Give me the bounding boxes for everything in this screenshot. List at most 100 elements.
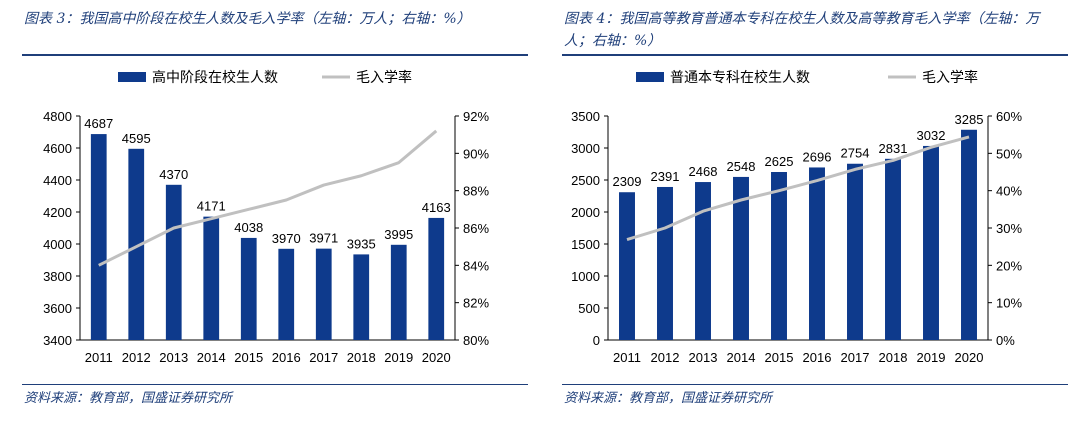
bar (885, 158, 901, 340)
bar (923, 145, 939, 340)
bar (657, 186, 673, 340)
x-tick-label: 2014 (197, 350, 226, 365)
x-tick-label: 2016 (803, 350, 832, 365)
y-tick-label: 4200 (43, 205, 72, 220)
footer-divider (22, 384, 528, 385)
bar (90, 134, 107, 340)
bar-data-label: 4370 (159, 167, 188, 182)
y-tick-label: 4400 (43, 173, 72, 188)
bar-data-label: 4038 (234, 220, 263, 235)
figure-right: 图表 4：我国高等教育普通本专科在校生人数及高等教育毛入学率（左轴：万人；右轴：… (540, 0, 1070, 430)
legend-label-bar: 普通本专科在校生人数 (670, 69, 810, 86)
bar-data-label: 3971 (309, 231, 338, 246)
bar (809, 167, 825, 340)
x-tick-label: 2018 (347, 350, 376, 365)
y2-tick-label: 50% (996, 146, 1022, 161)
x-tick-label: 2014 (727, 350, 756, 365)
y2-tick-label: 30% (996, 221, 1022, 236)
bar-data-label: 3970 (272, 231, 301, 246)
y-tick-label: 500 (578, 301, 600, 316)
y-tick-label: 2000 (571, 205, 600, 220)
legend-swatch-bar (118, 72, 146, 82)
bar (428, 217, 445, 340)
figure-title: 图表 3：我国高中阶段在校生人数及毛入学率（左轴：万人；右轴：%） (24, 11, 471, 27)
legend-label-line: 毛入学率 (922, 69, 978, 86)
y-tick-label: 4600 (43, 141, 72, 156)
bar-data-label: 2754 (841, 146, 870, 161)
bar-data-label: 2548 (727, 159, 756, 174)
x-tick-label: 2013 (689, 350, 718, 365)
bar-data-label: 4171 (197, 199, 226, 214)
x-tick-label: 2020 (955, 350, 984, 365)
y-tick-label: 4000 (43, 237, 72, 252)
y2-tick-label: 10% (996, 296, 1022, 311)
chart-high-school: 高中阶段在校生人数 毛入学率 3400 3600 3800 4000 4200 4400 460… (43, 69, 489, 365)
bar-data-label: 3995 (384, 227, 413, 242)
y-tick-label: 3400 (43, 333, 72, 348)
y-tick-label: 0 (593, 333, 600, 348)
rate-line (626, 135, 970, 242)
bar-data-label: 3285 (955, 112, 984, 127)
x-tick-label: 2011 (613, 350, 641, 365)
y-tick-label: 3500 (571, 109, 600, 124)
x-tick-label: 2012 (651, 350, 680, 365)
title-divider (562, 54, 1068, 56)
y2-tick-label: 20% (996, 258, 1022, 273)
bar (390, 244, 407, 340)
bar (165, 184, 182, 340)
x-tick-label: 2013 (159, 350, 188, 365)
bar (353, 254, 370, 340)
y2-tick-label: 92% (463, 109, 489, 124)
y-tick-label: 1000 (571, 269, 600, 284)
x-tick-label: 2017 (841, 350, 870, 365)
y-tick-label: 3000 (571, 141, 600, 156)
bar-data-label: 2625 (765, 154, 794, 169)
y2-tick-label: 86% (463, 221, 489, 236)
x-tick-label: 2018 (879, 350, 908, 365)
y-tick-label: 1500 (571, 237, 600, 252)
y-tick-label: 2500 (571, 173, 600, 188)
bar-data-label: 2831 (879, 141, 908, 156)
bar-data-label: 2468 (689, 164, 718, 179)
figure-left: 图表 3：我国高中阶段在校生人数及毛入学率（左轴：万人；右轴：%） 高中阶段在校… (0, 0, 530, 430)
x-tick-label: 2020 (422, 350, 451, 365)
legend-swatch-bar (636, 72, 664, 82)
y2-tick-label: 60% (996, 109, 1022, 124)
source-note: 资料来源：教育部，国盛证券研究所 (564, 391, 773, 406)
bar-data-label: 4163 (422, 200, 451, 215)
legend: 普通本专科在校生人数 毛入学率 (636, 69, 978, 86)
bar-data-label: 4595 (122, 131, 151, 146)
bar-data-label: 2696 (803, 149, 832, 164)
x-tick-label: 2019 (384, 350, 413, 365)
y2-tick-label: 84% (463, 258, 489, 273)
x-tick-label: 2016 (272, 350, 301, 365)
y-tick-label: 3800 (43, 269, 72, 284)
bar (695, 182, 711, 340)
y-tick-label: 3600 (43, 301, 72, 316)
y2-tick-label: 90% (463, 146, 489, 161)
y2-tick-label: 40% (996, 184, 1022, 199)
bar (203, 216, 220, 340)
bar-data-label: 2391 (651, 169, 680, 184)
bar-data-label: 2309 (613, 174, 642, 189)
rate-line (98, 129, 438, 267)
bar-data-label: 3032 (917, 128, 946, 143)
figure-title: 图表 4：我国高等教育普通本专科在校生人数及高等教育毛入学率（左轴：万人；右轴：… (564, 11, 1040, 49)
bar (961, 129, 977, 340)
x-tick-label: 2015 (234, 350, 263, 365)
y2-tick-label: 82% (463, 296, 489, 311)
bar (240, 237, 257, 340)
y2-tick-label: 0% (996, 333, 1015, 348)
bar (278, 248, 295, 340)
chart-higher-education: 普通本专科在校生人数 毛入学率 0 500 1000 1500 2000 2500 3000 35… (571, 69, 1022, 365)
legend-label-line: 毛入学率 (356, 69, 412, 86)
bar (733, 176, 749, 340)
bar (847, 163, 863, 340)
title-divider (22, 54, 528, 56)
y2-tick-label: 80% (463, 333, 489, 348)
x-tick-label: 2019 (917, 350, 946, 365)
y2-tick-label: 88% (463, 184, 489, 199)
x-tick-label: 2017 (309, 350, 338, 365)
x-tick-label: 2011 (85, 350, 113, 365)
y-tick-label: 4800 (43, 109, 72, 124)
